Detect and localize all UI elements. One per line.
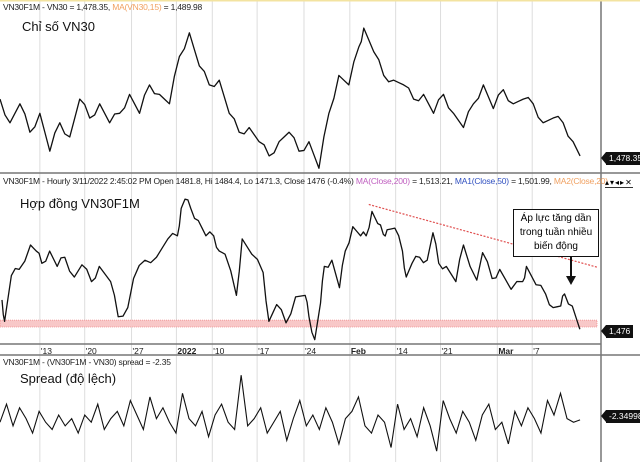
x-tick-label: '24 [304,346,317,356]
x-tick-label: '10 [213,346,225,356]
resistance-trendline [368,203,599,269]
spread-series-line [0,375,581,452]
x-tick-label: '7 [533,346,540,356]
middle-panel-title: Hợp đồng VN30F1M [20,196,140,211]
callout-annotation: Áp lực tăng dần trong tuần nhiều biến độ… [513,209,599,257]
x-tick-label: Mar [498,346,514,356]
panel-window-controls[interactable]: ▴▾◂▸✕ [605,178,633,188]
bottom-panel-header: VN30F1M - (VN30F1M - VN30) spread = -2.3… [3,357,171,367]
top-last-value-tag: 1,478.35 [600,152,640,165]
top-panel-title: Chỉ số VN30 [22,19,95,34]
x-tick-label: Feb [350,346,366,356]
bottom-panel-title: Spread (độ lệch) [20,371,117,386]
x-tick-label: '21 [441,346,453,356]
middle-panel-header: VN30F1M - Hourly 3/11/2022 2:45:02 PM Op… [3,176,608,186]
callout-arrow-head-icon [566,276,576,285]
top-panel-header: VN30F1M - VN30 = 1,478.35, MA(VN30,15) =… [3,2,203,12]
x-tick-label: '27 [132,346,144,356]
vn30-series-line [0,27,581,169]
support-band [0,319,598,328]
middle-last-value-tag: 1,476 [600,325,634,338]
x-tick-label: '20 [85,346,97,356]
x-tick-label: '14 [396,346,408,356]
vn30f1m-series-line [1,198,581,341]
bottom-last-value-tag: -2.34998 [601,410,640,423]
x-tick-label: '13 [40,346,52,356]
x-tick-label: '17 [258,346,270,356]
x-tick-label: 2022 [177,346,197,356]
